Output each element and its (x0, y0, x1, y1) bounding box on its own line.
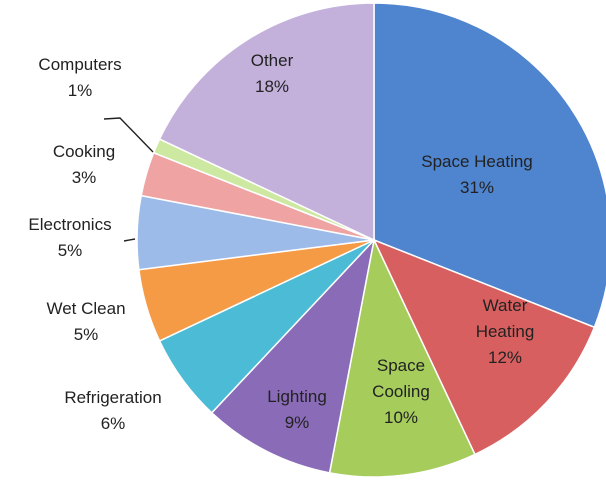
slice-labels: Space Heating 31% Water Heating 12% Space Cool… (28, 51, 534, 433)
slice-label-water-heating: Water Heating 12% (476, 296, 535, 367)
slice-label-space-cooling: Space Cooling 10% (372, 356, 430, 427)
pie-slice-space-cooling (328, 237, 476, 478)
slice-label-lighting: Lighting 9% (267, 387, 327, 432)
leader-line-computers (103, 117, 154, 153)
pie-slice-other (158, 2, 375, 242)
slice-label-cooking: Cooking 3% (53, 142, 115, 187)
pie-slice-water-heating (372, 238, 596, 456)
pie-slice-space-heating (373, 2, 606, 329)
slice-label-refrigeration: Refrigeration 6% (64, 388, 161, 433)
pie-slices (136, 2, 606, 478)
slice-label-other: Other 18% (251, 51, 294, 96)
leader-lines (103, 117, 154, 242)
slice-label-electronics: Electronics 5% (28, 215, 111, 260)
pie-slice-lighting (210, 237, 376, 474)
slice-label-computers: Computers 1% (38, 55, 121, 100)
slice-label-wet-clean: Wet Clean 5% (46, 299, 125, 344)
leader-line-electronics (123, 238, 136, 242)
slice-label-space-heating: Space Heating 31% (421, 152, 533, 197)
